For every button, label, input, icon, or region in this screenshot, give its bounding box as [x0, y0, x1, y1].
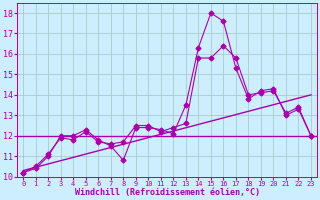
- X-axis label: Windchill (Refroidissement éolien,°C): Windchill (Refroidissement éolien,°C): [75, 188, 260, 197]
